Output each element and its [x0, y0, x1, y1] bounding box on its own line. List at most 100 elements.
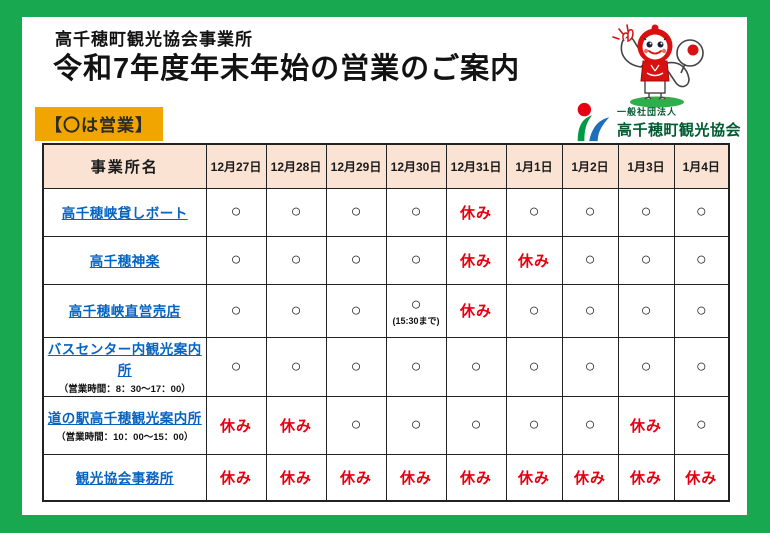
- status-cell: ○: [205, 187, 267, 237]
- status-cell: ○: [561, 283, 619, 338]
- table-row: 高千穂神楽 ○ ○ ○ ○ 休み 休み ○ ○ ○: [42, 235, 730, 285]
- status-cell: ○: [385, 336, 447, 397]
- table-row: 観光協会事務所 休み 休み 休み 休み 休み 休み 休み 休み 休み: [42, 453, 730, 502]
- open-mark: ○: [584, 201, 596, 221]
- open-mark: ○: [528, 299, 540, 320]
- date-header: 1月4日: [673, 143, 730, 189]
- open-mark: ○: [410, 249, 422, 269]
- office-link[interactable]: 観光協会事務所: [75, 470, 174, 486]
- status-cell: ○: [445, 395, 507, 455]
- status-cell: ○: [617, 336, 675, 397]
- open-mark: ○: [640, 201, 652, 221]
- time-limit-note: (15:30まで): [392, 315, 440, 326]
- open-mark: ○: [528, 414, 540, 434]
- open-mark: ○: [230, 355, 242, 376]
- office-name-cell: 高千穂峡直営売店: [42, 283, 207, 338]
- open-mark: ○: [584, 299, 596, 320]
- table-row: 道の駅高千穂観光案内所 （営業時間：10：00～15：00） 休み 休み ○ ○ ○ ○ ○ 休み…: [42, 395, 730, 455]
- status-cell: ○: [561, 235, 619, 285]
- closed-mark: 休み: [219, 417, 252, 435]
- status-cell: 休み: [265, 453, 327, 502]
- status-cell: 休み: [325, 453, 387, 502]
- open-mark: ○: [695, 414, 707, 434]
- open-mark: ○: [350, 249, 362, 269]
- office-name-header: 事業所名: [42, 143, 207, 189]
- open-mark: ○: [584, 414, 596, 434]
- closed-mark: 休み: [459, 252, 492, 270]
- open-mark: ○: [470, 414, 482, 434]
- closed-mark: 休み: [629, 469, 662, 487]
- logo-org-name: 高千穂町観光協会: [617, 121, 742, 139]
- open-mark: ○: [230, 249, 242, 269]
- date-header: 12月29日: [325, 143, 387, 189]
- open-mark: ○: [528, 201, 540, 221]
- office-link[interactable]: バスセンター内観光案内所: [47, 342, 202, 378]
- status-cell: ○: [673, 336, 730, 397]
- office-link[interactable]: 高千穂峡直営売店: [68, 304, 181, 319]
- date-header: 1月3日: [617, 143, 675, 189]
- status-cell: 休み: [445, 453, 507, 502]
- logo-mark-icon: [577, 102, 610, 142]
- open-mark: ○: [584, 249, 596, 269]
- open-mark: ○: [350, 355, 362, 376]
- closed-mark: 休み: [339, 469, 372, 487]
- closed-mark: 休み: [573, 469, 606, 487]
- closed-mark: 休み: [459, 303, 492, 320]
- open-mark: ○: [640, 249, 652, 269]
- table-row: バスセンター内観光案内所 （営業時間：8：30～17：00） ○ ○ ○ ○ ○ ○ ○ ○ ○: [42, 336, 730, 397]
- date-header: 12月28日: [265, 143, 327, 189]
- status-cell: 休み: [673, 453, 730, 502]
- table-row: 高千穂峡貸しボート ○ ○ ○ ○ 休み ○ ○ ○ ○: [42, 187, 730, 237]
- office-subtitle: 高千穂町観光協会事業所: [55, 30, 253, 49]
- open-mark: ○: [640, 299, 652, 320]
- open-mark: ○: [230, 299, 242, 320]
- office-name-cell: バスセンター内観光案内所 （営業時間：8：30～17：00）: [42, 336, 207, 397]
- status-cell: ○: [325, 283, 387, 338]
- closed-mark: 休み: [517, 252, 550, 270]
- office-link[interactable]: 高千穂峡貸しボート: [61, 205, 188, 221]
- association-logo: 一般社団法人 高千穂町観光協会: [571, 101, 741, 143]
- open-mark: ○: [410, 293, 422, 314]
- office-link[interactable]: 道の駅高千穂観光案内所: [47, 411, 202, 426]
- status-cell: 休み: [385, 453, 447, 502]
- mascot-character-icon: [612, 24, 704, 108]
- open-mark: ○: [350, 201, 362, 221]
- open-mark: ○: [290, 201, 302, 221]
- status-cell: ○: [505, 336, 563, 397]
- status-cell: ○: [561, 336, 619, 397]
- office-link[interactable]: 高千穂神楽: [89, 253, 160, 269]
- closed-mark: 休み: [459, 469, 492, 487]
- status-cell: ○: [617, 235, 675, 285]
- open-mark: ○: [695, 355, 707, 376]
- status-cell: ○: [325, 336, 387, 397]
- closed-mark: 休み: [279, 417, 312, 435]
- business-hours-table: 事業所名 12月27日 12月28日 12月29日 12月30日 12月31日 1月1日 1月…: [42, 143, 730, 502]
- open-mark: ○: [695, 249, 707, 269]
- status-cell: 休み: [445, 283, 507, 338]
- table-header: 事業所名 12月27日 12月28日 12月29日 12月30日 12月31日 1月1日 1月…: [42, 143, 730, 189]
- open-mark: ○: [290, 249, 302, 269]
- open-mark: ○: [470, 355, 482, 376]
- date-header: 12月31日: [445, 143, 507, 189]
- table-row: 高千穂峡直営売店 ○ ○ ○ ○ (15:30まで) 休み ○ ○ ○ ○: [42, 283, 730, 338]
- status-cell: 休み: [265, 395, 327, 455]
- date-header: 1月1日: [505, 143, 563, 189]
- office-name-cell: 高千穂峡貸しボート: [42, 187, 207, 237]
- status-cell: 休み: [505, 453, 563, 502]
- status-cell: ○: [445, 336, 507, 397]
- status-cell: ○: [265, 336, 327, 397]
- status-cell: ○: [205, 283, 267, 338]
- open-mark: ○: [528, 355, 540, 376]
- open-mark: ○: [410, 355, 422, 376]
- open-legend-badge: 【〇は営業】: [35, 107, 163, 141]
- office-name-cell: 高千穂神楽: [42, 235, 207, 285]
- closed-mark: 休み: [279, 469, 312, 487]
- open-mark: ○: [695, 299, 707, 320]
- office-name-cell: 観光協会事務所: [42, 453, 207, 502]
- open-mark: ○: [290, 355, 302, 376]
- closed-mark: 休み: [219, 469, 252, 487]
- open-mark: ○: [350, 299, 362, 320]
- status-cell: ○: [205, 235, 267, 285]
- status-cell: ○: [265, 187, 327, 237]
